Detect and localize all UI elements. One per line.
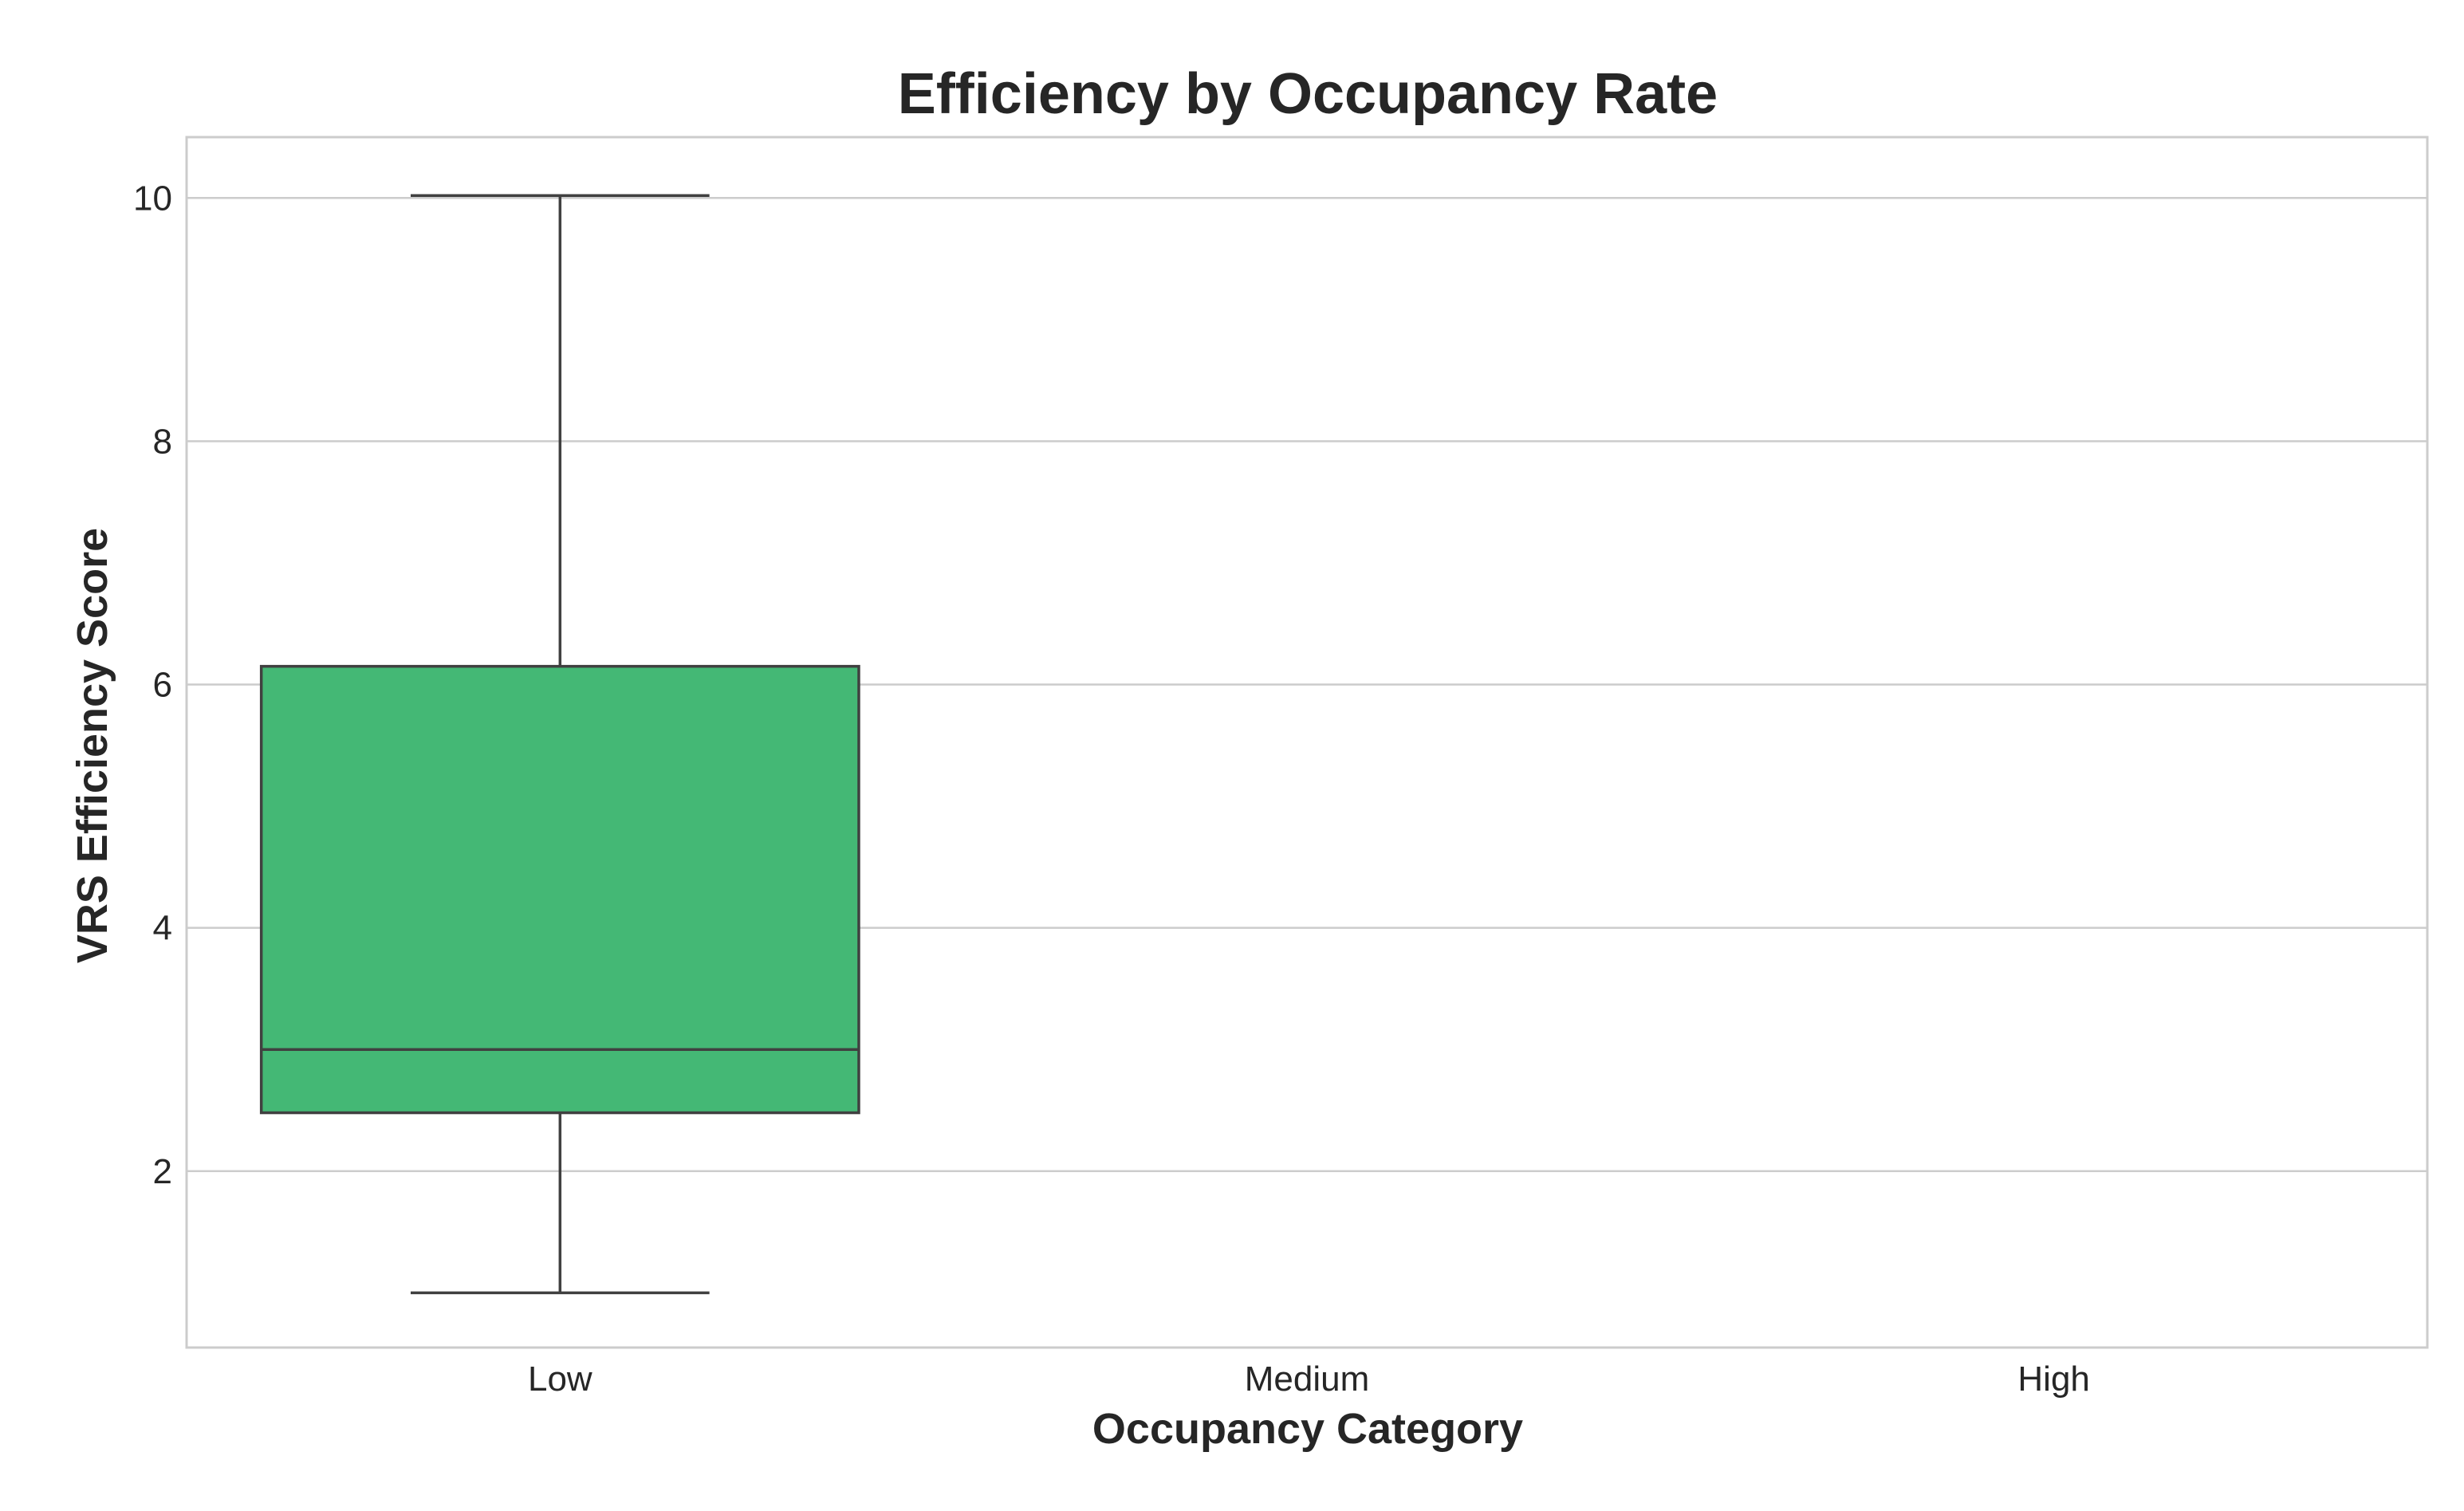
x-tick-label-low: Low xyxy=(528,1360,592,1399)
box-series xyxy=(259,194,860,1295)
y-tick-label-2: 2 xyxy=(153,1152,172,1191)
plot-frame xyxy=(185,136,2429,1349)
iqr-box xyxy=(259,664,860,1115)
y-tick-label-10: 10 xyxy=(133,179,172,218)
y-tick-label-8: 8 xyxy=(153,422,172,461)
chart-title: Efficiency by Occupancy Rate xyxy=(898,62,1718,126)
y-tick-labels: 2 4 6 8 10 xyxy=(133,179,172,1191)
x-tick-label-high: High xyxy=(2017,1360,2090,1399)
y-tick-label-4: 4 xyxy=(153,909,172,948)
x-tick-labels: Low Medium High xyxy=(528,1360,2090,1399)
y-tick-label-6: 6 xyxy=(153,666,172,705)
x-tick-label-medium: Medium xyxy=(1245,1360,1370,1399)
x-axis-label: Occupancy Category xyxy=(1092,1405,1523,1453)
box-low xyxy=(259,194,860,1295)
y-axis-label: VRS Efficiency Score xyxy=(69,528,116,963)
